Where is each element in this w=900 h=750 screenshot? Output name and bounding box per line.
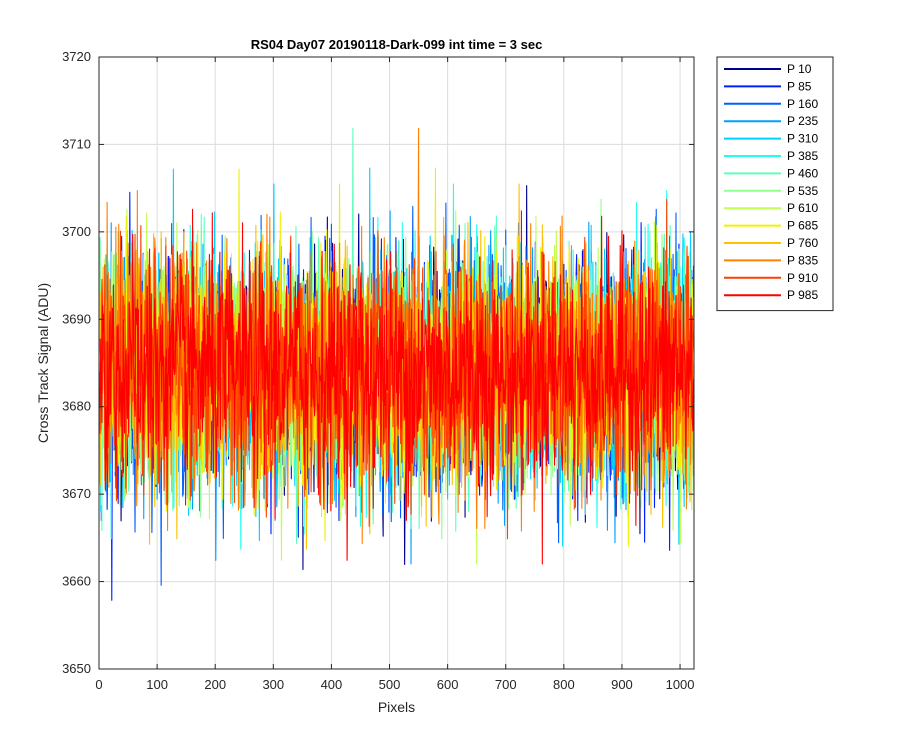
x-tick-label: 1000	[666, 677, 695, 692]
x-tick-label: 400	[321, 677, 343, 692]
y-tick-label: 3690	[62, 311, 91, 326]
legend-label: P 835	[787, 253, 818, 267]
y-axis-label: Cross Track Signal (ADU)	[35, 283, 51, 443]
y-tick-label: 3650	[62, 661, 91, 676]
legend-label: P 160	[787, 97, 818, 111]
legend-label: P 685	[787, 219, 818, 233]
y-tick-label: 3670	[62, 486, 91, 501]
x-tick-label: 0	[95, 677, 102, 692]
series-line	[99, 208, 695, 565]
x-tick-label: 900	[611, 677, 633, 692]
x-tick-label: 300	[262, 677, 284, 692]
legend-label: P 310	[787, 132, 818, 146]
y-tick-label: 3700	[62, 224, 91, 239]
x-tick-label: 800	[553, 677, 575, 692]
legend-label: P 535	[787, 184, 818, 198]
x-tick-label: 100	[146, 677, 168, 692]
x-tick-label: 700	[495, 677, 517, 692]
legend-label: P 610	[787, 201, 818, 215]
legend-label: P 910	[787, 271, 818, 285]
y-tick-label: 3680	[62, 399, 91, 414]
legend: P 10 P 85 P 160 P 235 P 310 P 385 P 460 P 535 P …	[716, 56, 834, 312]
y-tick-label: 3660	[62, 574, 91, 589]
x-tick-label: 200	[204, 677, 226, 692]
y-tick-label: 3710	[62, 136, 91, 151]
series-group	[99, 127, 695, 601]
legend-label: P 460	[787, 166, 818, 180]
legend-label: P 85	[787, 79, 812, 93]
legend-label: P 235	[787, 114, 818, 128]
x-tick-label: 600	[437, 677, 459, 692]
legend-box	[716, 56, 834, 312]
legend-label: P 385	[787, 149, 818, 163]
x-tick-label: 500	[379, 677, 401, 692]
tick-marks: 0 100 200 300 400 500 600 700 800 900 1000 3650 3660…	[62, 49, 694, 692]
x-axis-label: Pixels	[378, 699, 415, 715]
chart-title: RS04 Day07 20190118-Dark-099 int time = …	[251, 37, 543, 52]
legend-label: P 760	[787, 236, 818, 250]
legend-label: P 985	[787, 288, 818, 302]
legend-label: P 10	[787, 62, 812, 76]
y-tick-label: 3720	[62, 49, 91, 64]
axes-box	[98, 56, 695, 670]
